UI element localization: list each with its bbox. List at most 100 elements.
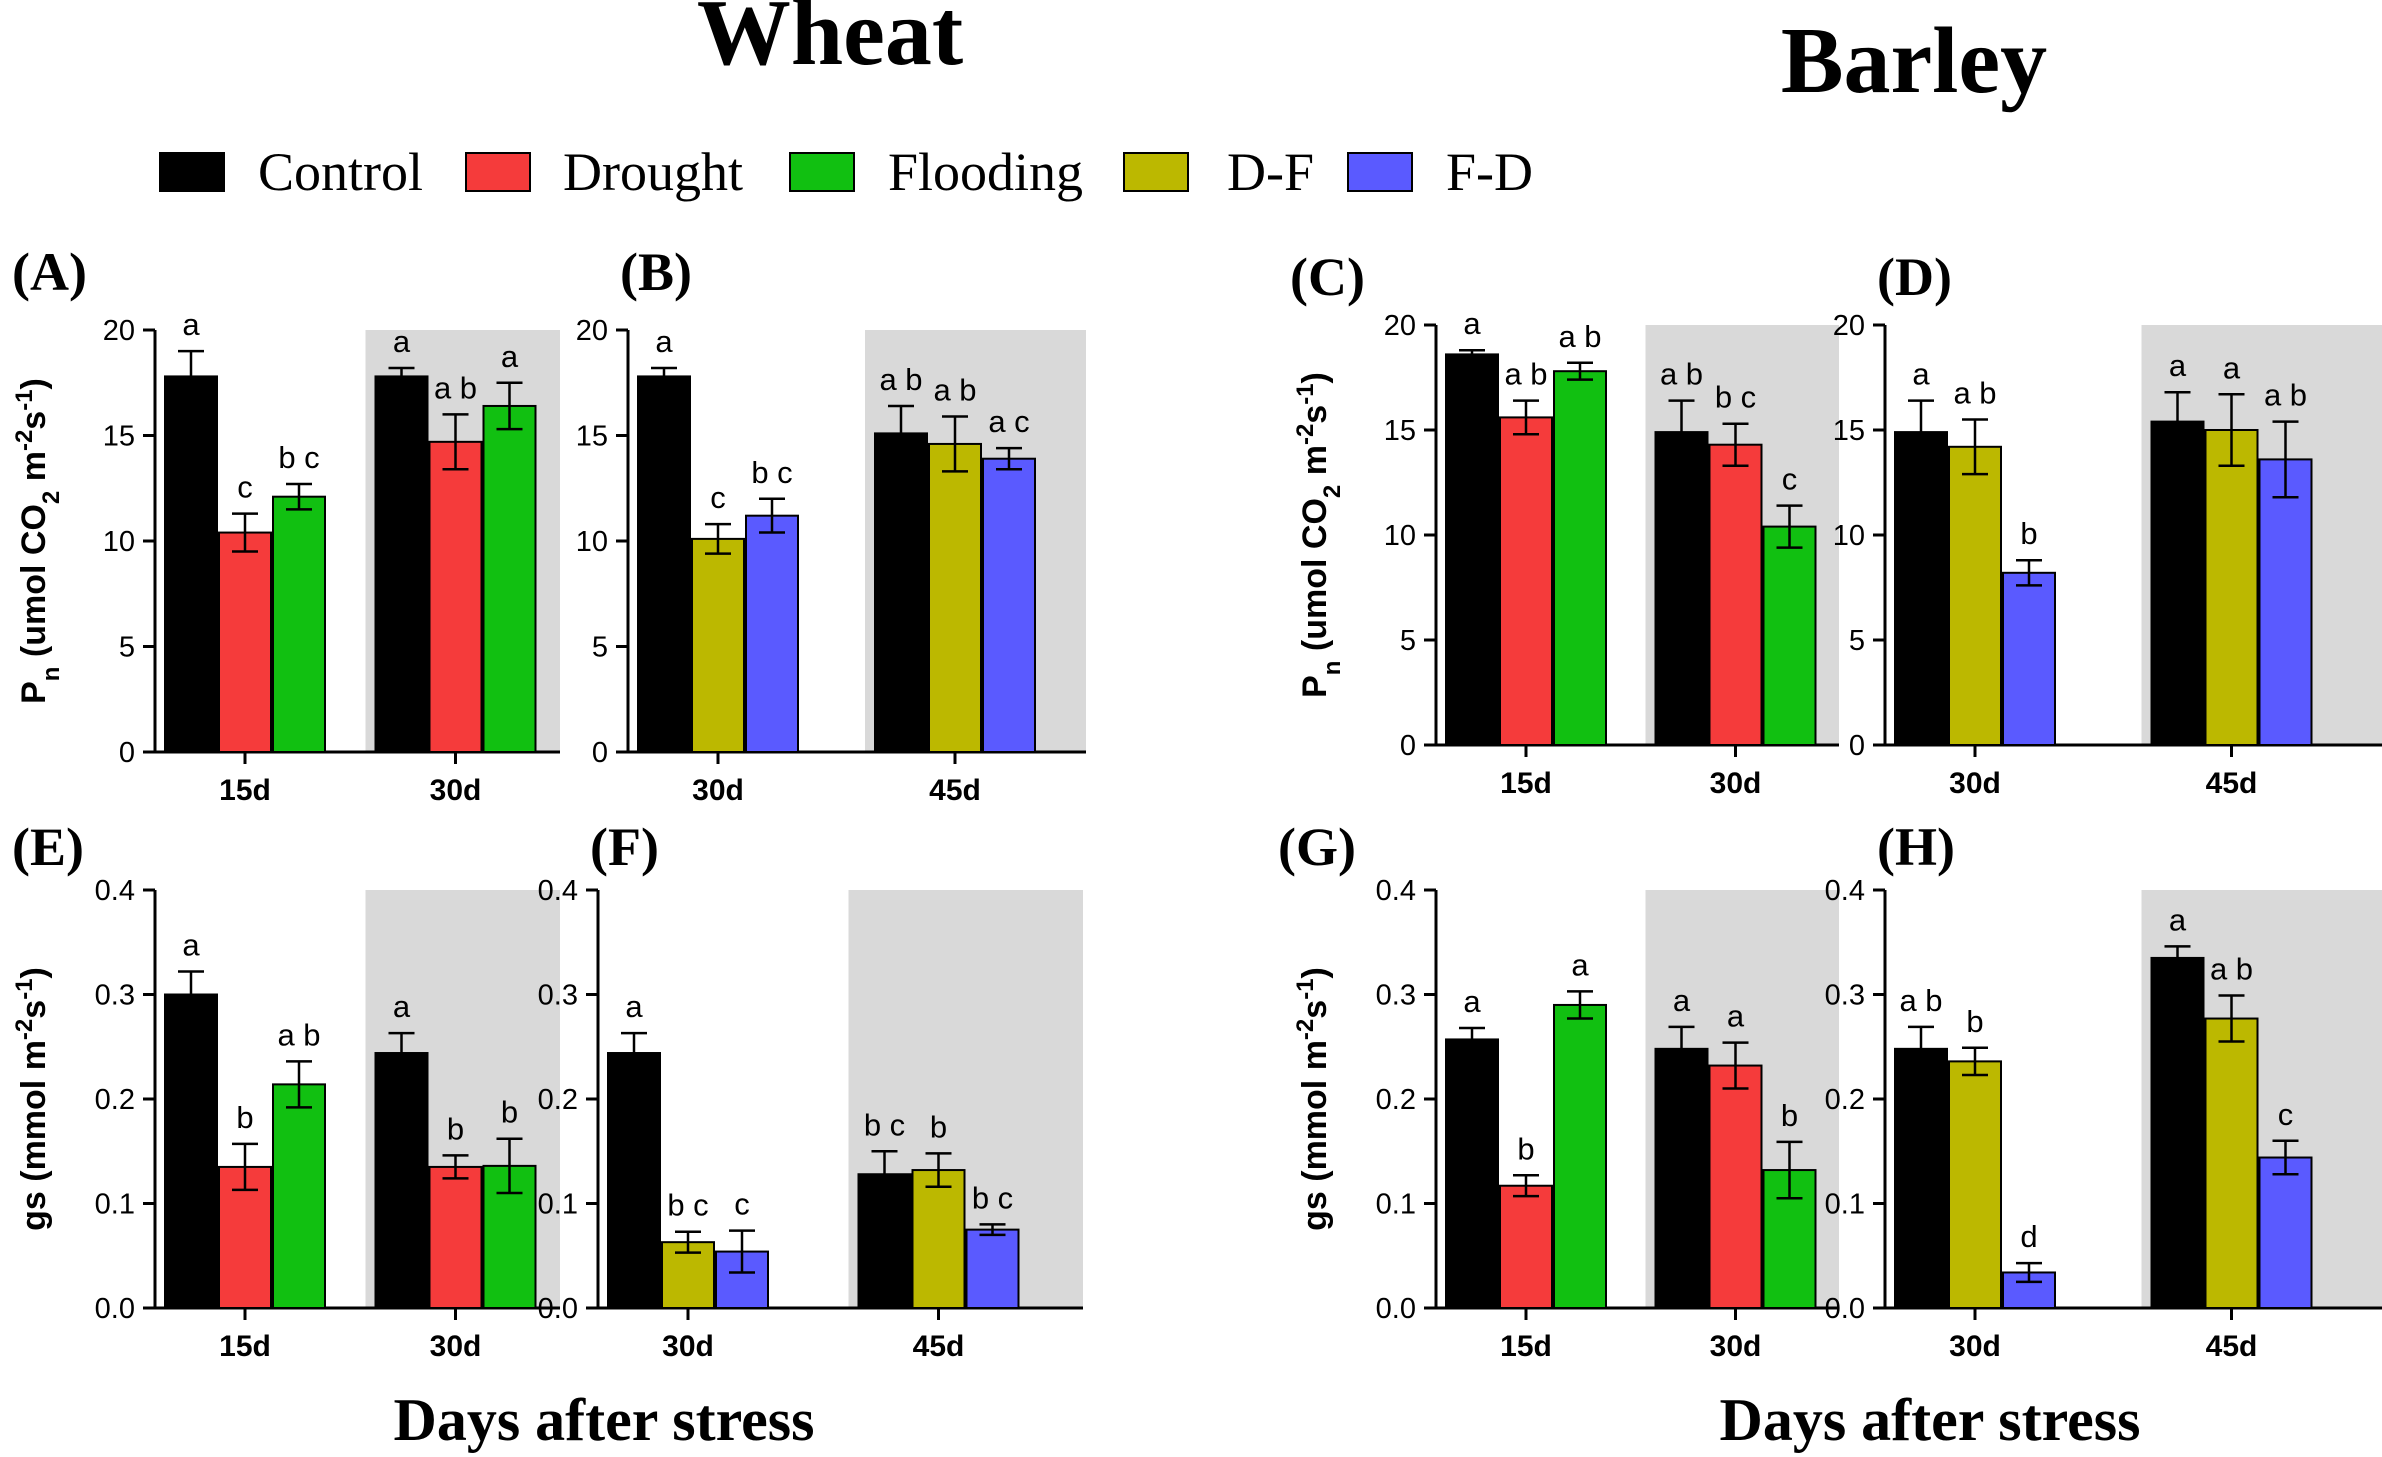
legend-label-drought: Drought [563, 142, 743, 202]
y-tick-label: 0.2 [1376, 1084, 1416, 1116]
significance-letter: a b [1953, 376, 1996, 411]
bar-control-30d [1654, 431, 1709, 746]
legend-swatch-drought [465, 152, 531, 192]
y-tick-label: 0.1 [95, 1189, 135, 1221]
x-tick-label: 30d [692, 774, 744, 807]
y-tick-label: 20 [103, 315, 135, 347]
xlabel-right: Days after stress [1719, 1387, 2140, 1453]
significance-letter: b c [864, 1107, 905, 1142]
y-tick-label: 0.0 [1376, 1293, 1416, 1325]
bar-f-d-45d [2258, 1156, 2313, 1310]
bar-control-45d [2150, 956, 2205, 1309]
y-axis-title: gs (mmol m-2s-1) [11, 967, 54, 1231]
title-wheat: Wheat [697, 0, 963, 85]
significance-letter: c [1782, 462, 1798, 497]
bar-control-15d [1445, 1038, 1499, 1310]
bar-control-30d [1894, 431, 1948, 746]
bar-drought-30d [428, 1165, 483, 1310]
bar-flooding-15d [1553, 1003, 1607, 1309]
bar-f-d-45d [965, 1228, 1020, 1309]
y-tick-label: 10 [576, 526, 608, 558]
significance-letter: b c [1715, 380, 1756, 415]
significance-letter: a [2223, 350, 2241, 385]
bar-f-d-30d [715, 1250, 769, 1309]
y-tick-label: 5 [119, 632, 135, 664]
bar-f-d-30d [745, 514, 799, 753]
bar-control-30d [607, 1052, 661, 1310]
legend-swatch-flooding [789, 152, 855, 192]
x-tick-label: 45d [2206, 767, 2258, 800]
y-tick-label: 5 [1849, 625, 1865, 657]
significance-letter: b c [972, 1180, 1013, 1215]
significance-letter: c [710, 480, 726, 515]
significance-letter: a [2169, 902, 2187, 937]
significance-letter: a [501, 339, 519, 374]
y-tick-label: 15 [576, 421, 608, 453]
y-tick-label: 0.4 [1376, 875, 1416, 907]
panel-label: (D) [1877, 247, 1952, 307]
bar-flooding-15d [1553, 370, 1607, 746]
significance-letter: a [1673, 983, 1691, 1018]
xlabel-left: Days after stress [393, 1387, 814, 1453]
significance-letter: a b [2264, 378, 2307, 413]
bar-f-d-45d [2258, 458, 2313, 746]
bar-drought-30d [1708, 1064, 1763, 1310]
legend-swatch-f-d [1347, 152, 1413, 192]
y-tick-label: 0.1 [538, 1189, 578, 1221]
significance-letter: a [1912, 357, 1930, 392]
bar-drought-15d [1499, 1184, 1553, 1309]
y-tick-label: 0.3 [95, 980, 135, 1012]
bar-d-f-45d [2204, 1017, 2259, 1309]
y-axis-title: Pn (umol CO2 m-2s-1) [11, 378, 65, 704]
significance-letter: a [393, 989, 411, 1024]
panel-b: (B) 0 5 10 15 20 30d a c b c 45d a b a b a c [576, 242, 1086, 807]
y-tick-label: 0.2 [1825, 1084, 1865, 1116]
significance-letter: a [1571, 947, 1589, 982]
bar-control-15d [164, 375, 218, 753]
x-tick-label: 45d [929, 774, 981, 807]
y-tick-label: 0 [1849, 730, 1865, 762]
significance-letter: b [930, 1109, 947, 1144]
panel-label: (H) [1877, 817, 1955, 877]
significance-letter: a [1463, 984, 1481, 1019]
significance-letter: b [1781, 1098, 1798, 1133]
legend-swatch-control [159, 152, 225, 192]
x-tick-label: 30d [1710, 767, 1762, 800]
x-tick-label: 30d [430, 774, 482, 807]
panel-label: (C) [1290, 247, 1365, 307]
significance-letter: a [625, 989, 643, 1024]
significance-letter: a b [1660, 357, 1703, 392]
x-tick-label: 15d [219, 774, 271, 807]
x-tick-label: 30d [1949, 767, 2001, 800]
significance-letter: b c [751, 455, 792, 490]
y-tick-label: 0.3 [1825, 980, 1865, 1012]
title-barley: Barley [1781, 9, 2047, 113]
significance-letter: a b [434, 370, 477, 405]
bar-control-15d [164, 993, 218, 1309]
significance-letter: a [1727, 999, 1745, 1034]
significance-letter: b c [278, 440, 319, 475]
significance-letter: a [182, 928, 200, 963]
panel-label: (E) [12, 817, 84, 877]
x-tick-label: 30d [1949, 1330, 2001, 1363]
y-tick-label: 15 [1384, 415, 1416, 447]
significance-letter: a [655, 324, 673, 359]
legend-label-flooding: Flooding [888, 142, 1083, 202]
significance-letter: a [2169, 348, 2187, 383]
legend-swatch-d-f [1123, 152, 1189, 192]
y-tick-label: 0.2 [95, 1084, 135, 1116]
significance-letter: a [182, 307, 200, 342]
panel-label: (G) [1278, 817, 1356, 877]
y-tick-label: 0.4 [95, 875, 135, 907]
y-axis-title: gs (mmol m-2s-1) [1292, 967, 1335, 1231]
y-tick-label: 15 [103, 421, 135, 453]
significance-letter: c [2278, 1097, 2294, 1132]
significance-letter: a b [277, 1017, 320, 1052]
significance-letter: d [2020, 1219, 2037, 1254]
significance-letter: a b [1899, 983, 1942, 1018]
y-tick-label: 10 [103, 526, 135, 558]
y-tick-label: 0.0 [95, 1293, 135, 1325]
bar-d-f-30d [1948, 445, 2002, 746]
bar-control-45d [2150, 420, 2205, 746]
